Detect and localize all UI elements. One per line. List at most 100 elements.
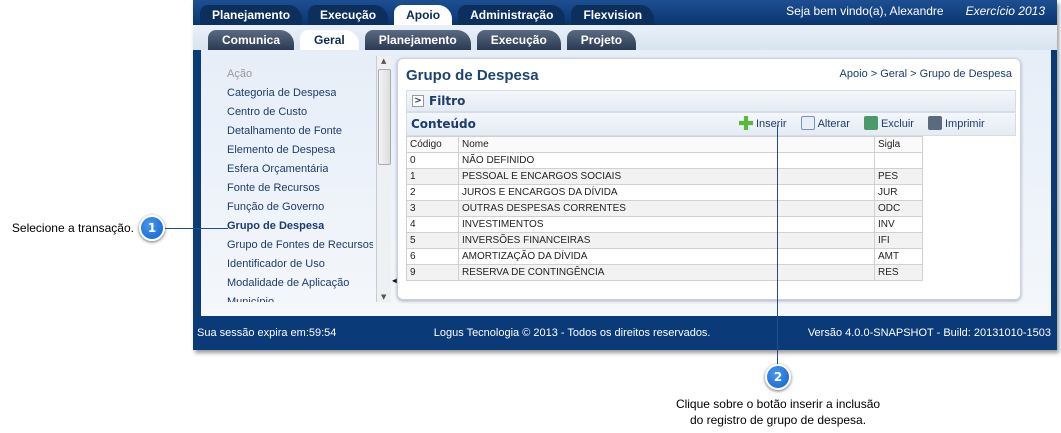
sub-tab[interactable]: Execução	[476, 30, 561, 50]
sidebar-item[interactable]: Esfera Orçamentária	[227, 163, 329, 175]
callout-2-text-line2: do registro de grupo de despesa.	[689, 413, 867, 427]
collapse-sidebar-icon[interactable]: ◀	[392, 276, 399, 285]
scroll-up-icon[interactable]: ▲	[381, 57, 387, 65]
welcome-text: Seja bem vindo(a), Alexandre	[786, 4, 944, 18]
table-cell: AMORTIZAÇÃO DA DÍVIDA	[458, 248, 875, 265]
table-cell: INVESTIMENTOS	[458, 216, 875, 233]
table-row[interactable]: 6 AMORTIZAÇÃO DA DÍVIDA AMT	[406, 248, 923, 265]
table-row[interactable]: 2 JUROS E ENCARGOS DA DÍVIDA JUR	[406, 184, 923, 201]
table-cell: 9	[406, 264, 459, 281]
callout-1-line	[165, 228, 228, 229]
table-cell: INVERSÕES FINANCEIRAS	[458, 232, 875, 249]
sidebar-item[interactable]: Categoria de Despesa	[227, 87, 337, 99]
column-header[interactable]: Nome	[458, 136, 875, 153]
top-tab[interactable]: Execução	[308, 5, 389, 25]
table-cell: 3	[406, 200, 459, 217]
table-cell: AMT	[874, 248, 923, 265]
edit-button[interactable]: Alterar	[800, 116, 850, 132]
sidebar-item[interactable]: Função de Governo	[227, 201, 325, 213]
table-cell: OUTRAS DESPESAS CORRENTES	[458, 200, 875, 217]
table-header: Código Nome Sigla	[406, 136, 923, 153]
table-cell: JUR	[874, 184, 923, 201]
top-tab[interactable]: Apoio	[394, 5, 453, 25]
main-panel: Grupo de Despesa Apoio > Geral > Grupo d…	[397, 58, 1021, 300]
content-label: Conteúdo	[411, 117, 476, 131]
table-cell: JUROS E ENCARGOS DA DÍVIDA	[458, 184, 875, 201]
table-row[interactable]: 1 PESSOAL E ENCARGOS SOCIAIS PES	[406, 168, 923, 185]
top-tab[interactable]: Flexvision	[571, 5, 655, 25]
table-cell: 6	[406, 248, 459, 265]
sidebar-item[interactable]: Fonte de Recursos	[227, 182, 320, 194]
table-cell: ODC	[874, 200, 923, 217]
table-row[interactable]: 3 OUTRAS DESPESAS CORRENTES ODC	[406, 200, 923, 217]
session-timer: Sua sessão expira em:59:54	[197, 327, 337, 339]
scroll-down-icon[interactable]: ▼	[381, 293, 387, 301]
sidebar-item[interactable]: Grupo de Fontes de Recursos	[227, 239, 373, 251]
table-cell: 0	[406, 152, 459, 169]
welcome-row: Seja bem vindo(a), Alexandre Exercício 2…	[786, 4, 1045, 19]
sidebar-item[interactable]: Grupo de Despesa	[227, 220, 325, 232]
trash-icon	[863, 116, 878, 130]
copyright: Logus Tecnologia © 2013 - Todos os direi…	[433, 327, 711, 339]
callout-2-text-line1: Clique sobre o botão inserir a inclusão	[675, 397, 881, 411]
app-window: Planejamento Execução Apoio Administração Fl…	[193, 0, 1057, 350]
sidebar-item[interactable]: Município	[227, 296, 275, 302]
sidebar-item[interactable]: Centro de Custo	[227, 106, 308, 118]
data-table: Código Nome Sigla 0 NÃO DEFINIDO 1 PESSOAL E E…	[406, 136, 923, 281]
content-header: Conteúdo Inserir Alterar Excluir Imprimi…	[406, 112, 1016, 136]
table-cell: RESERVA DE CONTINGÊNCIA	[458, 264, 875, 281]
sub-tab[interactable]: Projeto	[566, 30, 637, 50]
printer-icon	[927, 116, 942, 130]
sidebar-item[interactable]: Detalhamento de Fonte	[227, 125, 342, 137]
table-cell: RES	[874, 264, 923, 281]
column-header[interactable]: Código	[406, 136, 459, 153]
footer: Sua sessão expira em:59:54 Logus Tecnolo…	[193, 320, 1057, 345]
top-tab-row: Planejamento Execução Apoio Administração Fl…	[200, 5, 655, 25]
table-cell: PES	[874, 168, 923, 185]
top-tab[interactable]: Administração	[458, 5, 566, 25]
delete-button[interactable]: Excluir	[863, 116, 914, 132]
table-cell: NÃO DEFINIDO	[458, 152, 875, 169]
sidebar-item[interactable]: Modalidade de Aplicação	[227, 277, 350, 289]
scrollbar-thumb[interactable]	[378, 69, 391, 165]
callout-1-badge: 1	[139, 215, 165, 241]
filter-toggle[interactable]: > Filtro	[406, 90, 1016, 112]
table-cell: 5	[406, 232, 459, 249]
table-row[interactable]: 4 INVESTIMENTOS INV	[406, 216, 923, 233]
top-nav: Planejamento Execução Apoio Administração Fl…	[193, 0, 1057, 25]
insert-button[interactable]: Inserir	[739, 116, 787, 132]
breadcrumb: Apoio > Geral > Grupo de Despesa	[839, 68, 1012, 80]
exercise-year[interactable]: Exercício 2013	[965, 4, 1045, 18]
table-cell: 2	[406, 184, 459, 201]
edit-icon	[800, 116, 815, 130]
sidebar-item[interactable]: Ação	[227, 68, 253, 80]
version: Versão 4.0.0-SNAPSHOT - Build: 20131010-…	[807, 327, 1051, 339]
sidebar-item[interactable]: Elemento de Despesa	[227, 144, 336, 156]
print-button[interactable]: Imprimir	[927, 116, 985, 132]
table-row[interactable]: 0 NÃO DEFINIDO	[406, 152, 923, 169]
plus-icon	[739, 116, 753, 130]
expand-icon: >	[412, 95, 424, 107]
top-tab[interactable]: Planejamento	[200, 5, 303, 25]
sub-tab[interactable]: Comunica	[208, 30, 295, 50]
sub-nav: Comunica Geral Planejamento Execução Projeto	[193, 25, 1057, 50]
callout-2-line	[777, 125, 778, 365]
table-cell: IFI	[874, 232, 923, 249]
sidebar: Ação Categoria de Despesa Centro de Custo D…	[201, 50, 375, 302]
table-row[interactable]: 9 RESERVA DE CONTINGÊNCIA RES	[406, 264, 923, 281]
table-cell: 1	[406, 168, 459, 185]
table-cell: 4	[406, 216, 459, 233]
page-title: Grupo de Despesa	[406, 67, 539, 84]
table-row[interactable]: 5 INVERSÕES FINANCEIRAS IFI	[406, 232, 923, 249]
filter-label: Filtro	[429, 94, 466, 108]
sub-tab[interactable]: Planejamento	[364, 30, 471, 50]
table-cell: PESSOAL E ENCARGOS SOCIAIS	[458, 168, 875, 185]
sidebar-scrollbar[interactable]: ▲ ▼	[376, 56, 391, 302]
table-cell	[874, 152, 923, 169]
callout-1-text: Selecione a transação.	[11, 221, 134, 235]
sub-tab[interactable]: Geral	[300, 30, 359, 50]
callout-2-badge: 2	[765, 364, 791, 390]
sub-tab-row: Comunica Geral Planejamento Execução Projeto	[208, 30, 637, 50]
column-header[interactable]: Sigla	[874, 136, 923, 153]
sidebar-item[interactable]: Identificador de Uso	[227, 258, 325, 270]
